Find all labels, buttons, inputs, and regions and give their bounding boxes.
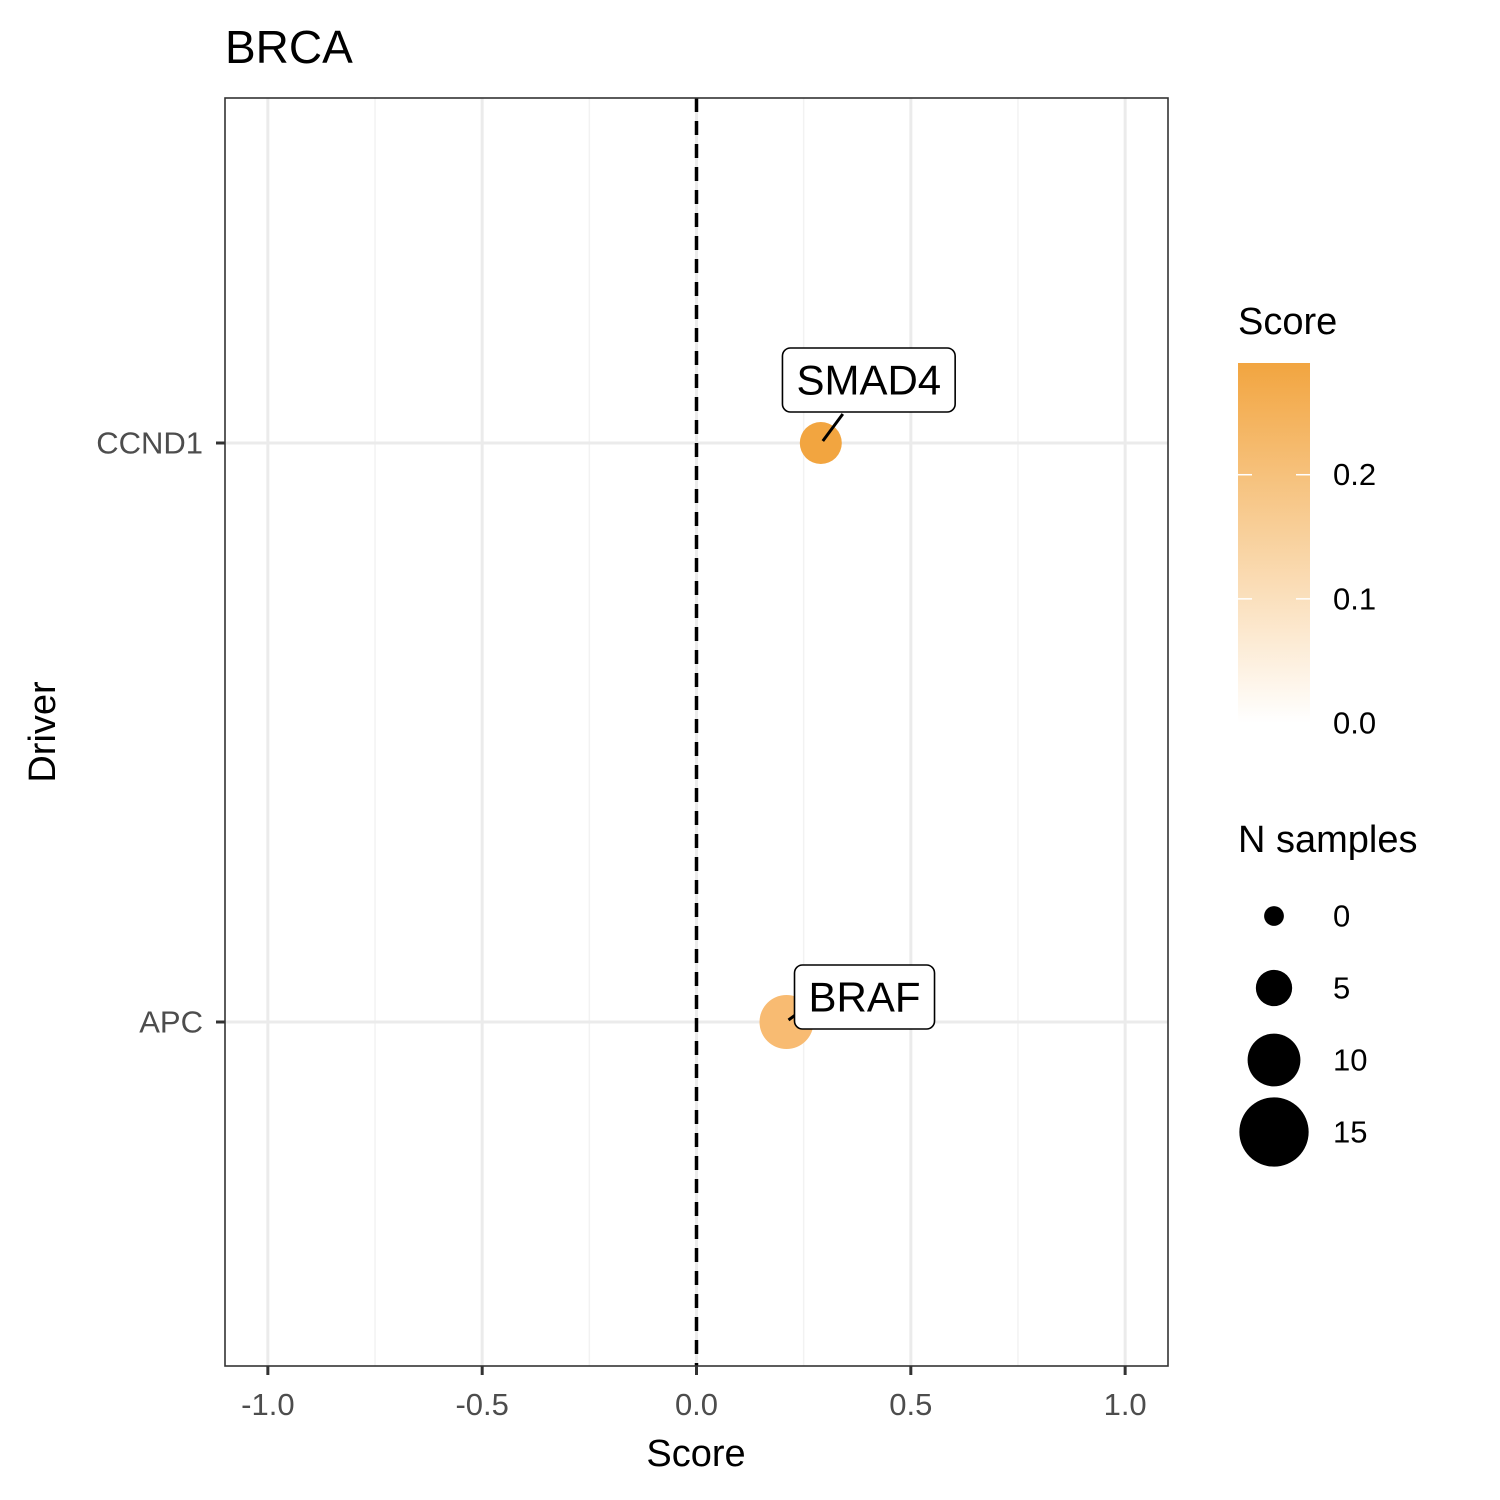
x-tick-label: -0.5 [455,1387,508,1422]
size-legend-symbol [1255,969,1293,1007]
size-legend-label: 15 [1333,1115,1367,1150]
x-tick-label: 1.0 [1104,1387,1147,1422]
chart-title: BRCA [225,21,353,73]
color-legend-title: Score [1238,301,1337,343]
size-legend-symbol [1264,906,1284,926]
size-legend-label: 10 [1333,1043,1367,1078]
color-legend: Score 0.0 0.1 0.2 [1238,301,1376,741]
point-label-box [793,964,936,1030]
label-leader-line [821,413,845,442]
y-axis-title: Driver [22,681,64,783]
size-legend-symbol [1239,1097,1309,1167]
y-tick-label: APC [139,1005,203,1040]
color-legend-label: 0.2 [1333,457,1376,492]
color-bar [1238,363,1310,723]
size-legend-label: 5 [1333,971,1350,1006]
size-legend: N samples 0 5 10 15 [1238,819,1418,1167]
color-legend-label: 0.1 [1333,581,1376,616]
point-label: BRAF [809,974,921,1021]
y-tick-label: CCND1 [96,426,203,461]
x-tick-label: -1.0 [241,1387,294,1422]
x-tick-label: 0.5 [889,1387,932,1422]
point-label-box [781,347,956,413]
x-axis-title: Score [646,1433,745,1475]
size-legend-label: 0 [1333,899,1350,934]
size-legend-title: N samples [1238,819,1418,861]
point-label: SMAD4 [796,357,941,404]
data-point [799,422,842,464]
color-legend-label: 0.0 [1333,706,1376,741]
size-legend-symbol [1247,1033,1301,1087]
x-tick-label: 0.0 [675,1387,718,1422]
